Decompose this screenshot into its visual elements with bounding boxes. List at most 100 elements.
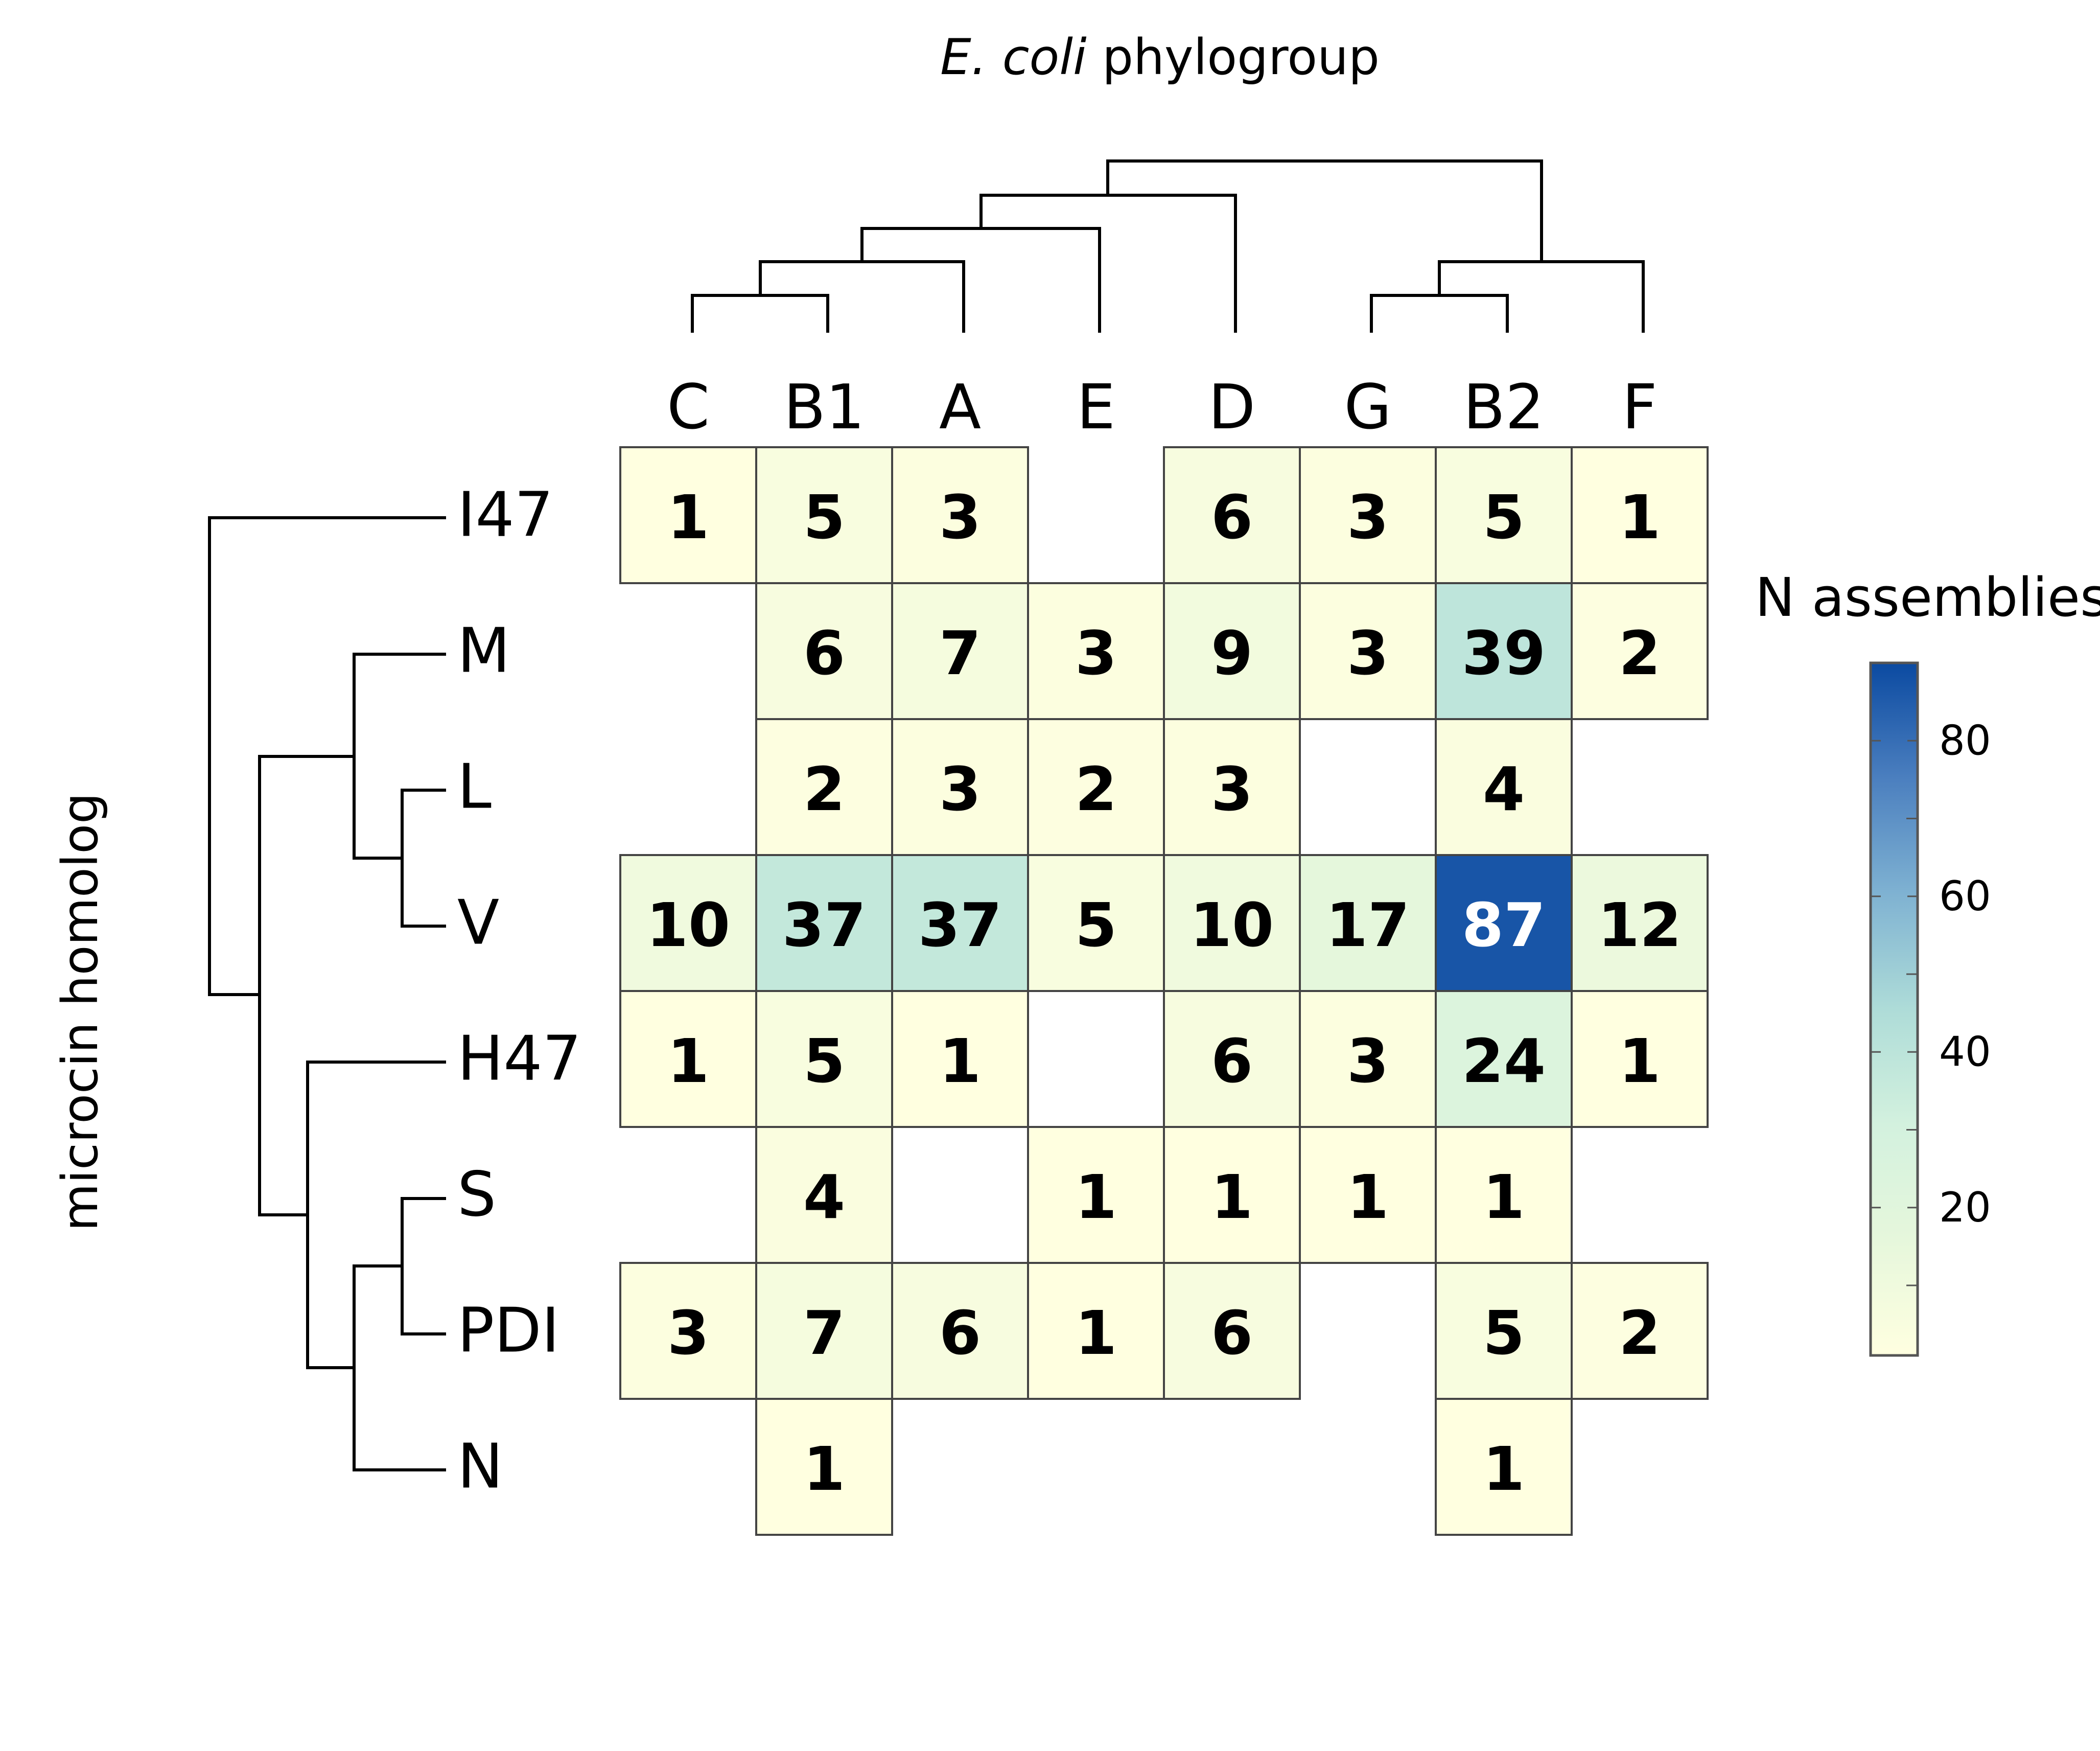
cell-value-pdi-c: 3 <box>667 1298 709 1368</box>
heatmap-cell-s-g <box>1299 1126 1437 1264</box>
row-label-pdi: PDI <box>457 1296 559 1367</box>
heatmap-cell-i47-d <box>1163 446 1301 584</box>
cell-value-m-f: 2 <box>1619 618 1661 688</box>
cell-value-h47-g: 3 <box>1347 1026 1389 1096</box>
heatmap-cell-i47-a <box>891 446 1029 584</box>
cell-value-m-e: 3 <box>1075 618 1117 688</box>
heatmap-cell-pdi-e <box>1027 1262 1165 1400</box>
cell-value-i47-d: 6 <box>1211 482 1253 552</box>
row-label-v: V <box>457 888 499 959</box>
heatmap-cell-h47-c <box>619 990 757 1128</box>
cell-value-l-d: 3 <box>1211 754 1253 824</box>
row-label-i47: I47 <box>457 480 553 551</box>
heatmap-cell-pdi-d <box>1163 1262 1301 1400</box>
cell-value-n-b2: 1 <box>1483 1434 1525 1504</box>
column-dendrogram <box>691 159 1645 333</box>
cell-value-v-f: 12 <box>1598 890 1682 960</box>
cell-value-i47-c: 1 <box>667 482 709 552</box>
cell-value-h47-b2: 24 <box>1462 1026 1546 1096</box>
column-label-d: D <box>1208 372 1255 443</box>
heatmap-cell-i47-c <box>619 446 757 584</box>
column-label-e: E <box>1077 372 1115 443</box>
x-axis-title-italic: E. coli <box>940 29 1087 86</box>
cell-value-v-b2: 87 <box>1462 890 1546 960</box>
heatmap-cell-i47-g <box>1299 446 1437 584</box>
row-label-l: L <box>457 752 492 823</box>
heatmap-cell-m-b2 <box>1435 582 1573 720</box>
cell-value-s-g: 1 <box>1347 1162 1389 1232</box>
cell-value-s-b2: 1 <box>1483 1162 1525 1232</box>
heatmap-cell-l-e <box>1027 718 1165 856</box>
legend-tick-label-20: 20 <box>1939 1184 1991 1231</box>
heatmap-cell-i47-f <box>1571 446 1709 584</box>
row-dendrogram <box>208 516 446 1471</box>
heatmap-cell-n-b2 <box>1435 1398 1573 1536</box>
cell-value-pdi-b2: 5 <box>1483 1298 1525 1368</box>
heatmap-cell-pdi-f <box>1571 1262 1709 1400</box>
heatmap-cell-h47-b1 <box>755 990 893 1128</box>
heatmap-cell-v-b1 <box>755 854 893 992</box>
cell-value-m-b2: 39 <box>1462 618 1546 688</box>
heatmap-cell-pdi-b1 <box>755 1262 893 1400</box>
column-label-b1: B1 <box>784 372 865 443</box>
heatmap-cell-n-b1 <box>755 1398 893 1536</box>
cell-value-h47-f: 1 <box>1619 1026 1661 1096</box>
heatmap-cell-m-f <box>1571 582 1709 720</box>
cell-value-s-d: 1 <box>1211 1162 1253 1232</box>
cell-value-s-b1: 4 <box>803 1162 845 1232</box>
cell-value-pdi-b1: 7 <box>803 1298 845 1368</box>
cell-value-i47-g: 3 <box>1347 482 1389 552</box>
cell-value-v-d: 10 <box>1190 890 1274 960</box>
heatmap-cell-l-a <box>891 718 1029 856</box>
heatmap-cell-v-f <box>1571 854 1709 992</box>
cell-value-s-e: 1 <box>1075 1162 1117 1232</box>
heatmap-cell-m-e <box>1027 582 1165 720</box>
color-legend: N assemblies 20 40 60 80 <box>1755 566 2100 1357</box>
cell-value-v-b1: 37 <box>782 890 866 960</box>
cell-value-l-e: 2 <box>1075 754 1117 824</box>
row-label-s: S <box>457 1160 496 1231</box>
cell-value-v-a: 37 <box>918 890 1002 960</box>
cell-value-m-g: 3 <box>1347 618 1389 688</box>
cell-value-v-g: 17 <box>1326 890 1410 960</box>
heatmap-cells: 1 5 3 6 3 5 16 7 3 9 3 39 22 3 2 3 410 37 37 5 10 17 87 121 5 1 6 3… <box>619 446 1709 1536</box>
heatmap-cell-s-b1 <box>755 1126 893 1264</box>
cell-value-l-b1: 2 <box>803 754 845 824</box>
cell-value-pdi-d: 6 <box>1211 1298 1253 1368</box>
heatmap-cell-pdi-c <box>619 1262 757 1400</box>
legend-title: N assemblies <box>1755 566 2100 629</box>
cell-value-l-b2: 4 <box>1483 754 1525 824</box>
heatmap-cell-s-e <box>1027 1126 1165 1264</box>
heatmap-cell-v-c <box>619 854 757 992</box>
column-label-f: F <box>1622 372 1657 443</box>
heatmap-cell-pdi-a <box>891 1262 1029 1400</box>
cell-value-pdi-a: 6 <box>939 1298 981 1368</box>
heatmap-cell-s-d <box>1163 1126 1301 1264</box>
cell-value-l-a: 3 <box>939 754 981 824</box>
heatmap-cell-i47-b2 <box>1435 446 1573 584</box>
cell-value-h47-c: 1 <box>667 1026 709 1096</box>
legend-ticks: 20 40 60 80 <box>1871 717 1991 1286</box>
cell-value-h47-a: 1 <box>939 1026 981 1096</box>
cell-value-pdi-e: 1 <box>1075 1298 1117 1368</box>
y-axis-title: microcin homolog <box>52 793 109 1231</box>
cell-value-i47-b1: 5 <box>803 482 845 552</box>
heatmap-cell-s-b2 <box>1435 1126 1573 1264</box>
legend-tick-label-40: 40 <box>1939 1028 1991 1076</box>
heatmap-cell-h47-a <box>891 990 1029 1128</box>
cell-value-pdi-f: 2 <box>1619 1298 1661 1368</box>
heatmap-cell-m-g <box>1299 582 1437 720</box>
row-label-n: N <box>457 1432 503 1503</box>
cell-value-i47-b2: 5 <box>1483 482 1525 552</box>
legend-tick-label-60: 60 <box>1939 872 1991 920</box>
heatmap-cell-pdi-b2 <box>1435 1262 1573 1400</box>
cell-value-n-b1: 1 <box>803 1434 845 1504</box>
legend-colorbar <box>1869 661 1919 1357</box>
heatmap-cell-h47-g <box>1299 990 1437 1128</box>
row-label-h47: H47 <box>457 1024 581 1095</box>
cell-value-i47-f: 1 <box>1619 482 1661 552</box>
column-label-c: C <box>667 372 710 443</box>
cell-value-m-b1: 6 <box>803 618 845 688</box>
row-labels: I47 MLV H47 S PDI N <box>457 480 581 1503</box>
column-label-g: G <box>1344 372 1392 443</box>
